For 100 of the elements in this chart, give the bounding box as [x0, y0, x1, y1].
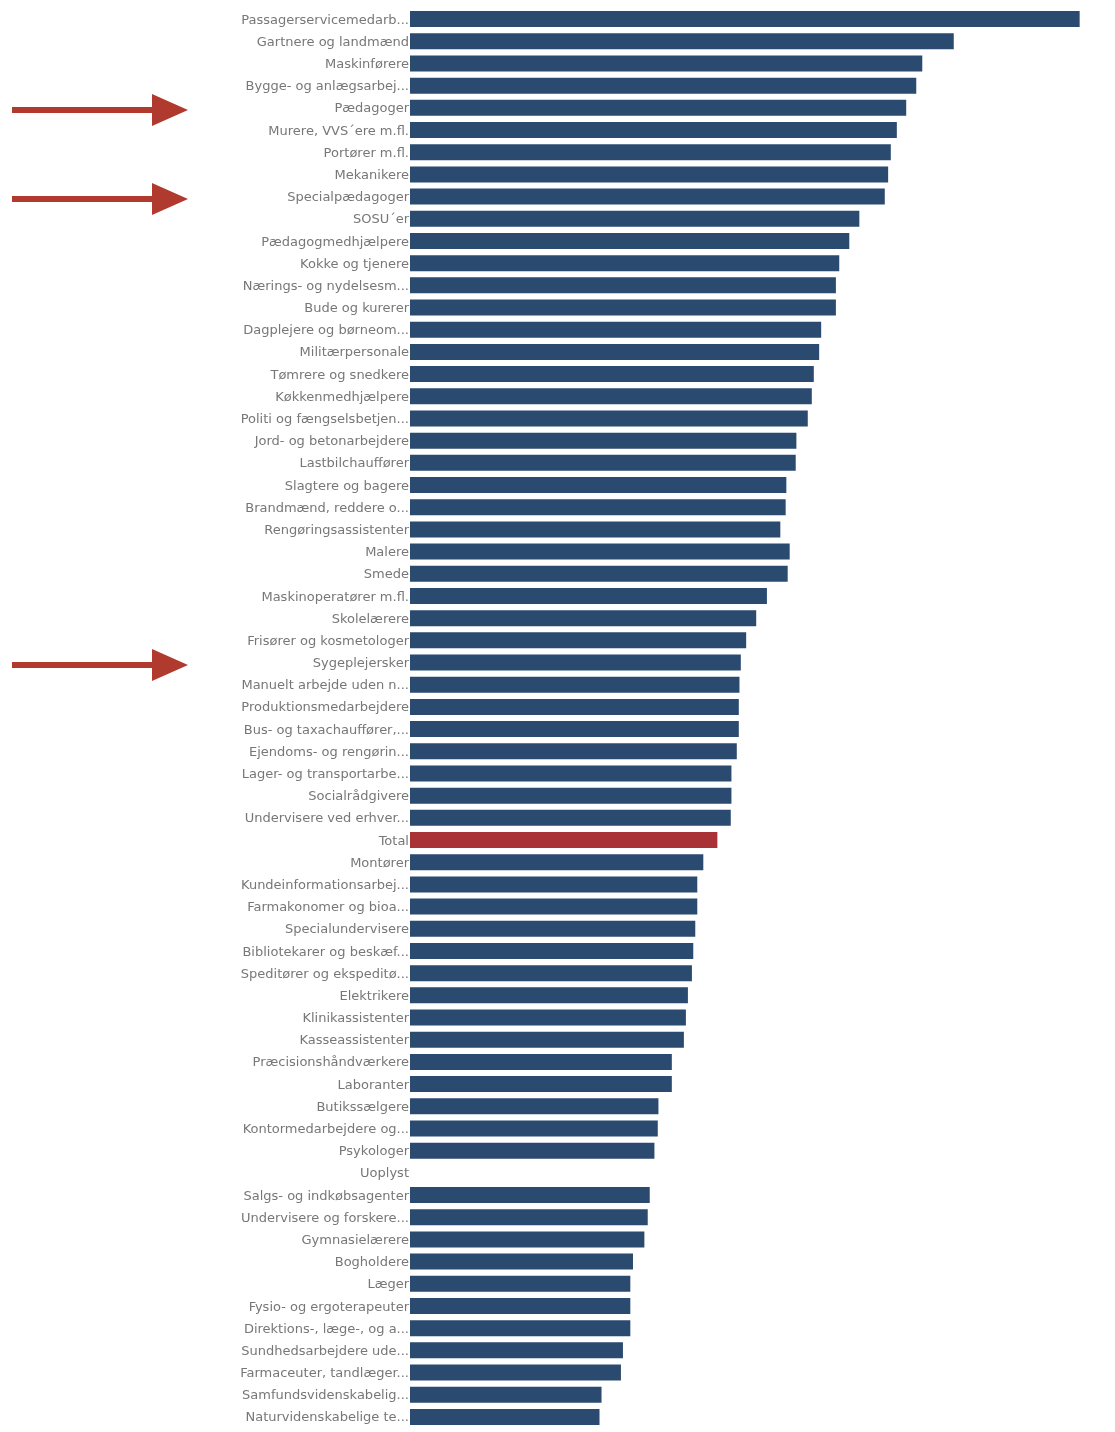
- bar: [410, 1253, 633, 1270]
- bar: [410, 854, 704, 871]
- y-tick-label: Dagplejere og børneom...: [243, 322, 409, 338]
- y-tick-label: Præcisionshåndværkere: [252, 1054, 409, 1070]
- y-tick-label: Montører: [350, 854, 410, 870]
- bar: [410, 55, 923, 72]
- bar: [410, 1320, 631, 1337]
- y-tick-label: Produktionsmedarbejdere: [241, 699, 409, 715]
- bar: [410, 543, 790, 560]
- y-tick-label: Uoplyst: [360, 1165, 409, 1181]
- y-tick-label: Murere, VVS´ere m.fl.: [268, 122, 409, 138]
- bar: [410, 965, 692, 982]
- y-tick-label: Politi og fængselsbetjen...: [240, 411, 409, 427]
- bar: [410, 166, 889, 183]
- bar: [410, 1142, 655, 1159]
- bar: [410, 499, 786, 516]
- y-tick-label: Klinikassistenter: [302, 1010, 410, 1026]
- y-tick-label: Bogholdere: [334, 1254, 409, 1270]
- bar: [410, 1076, 672, 1093]
- bar: [410, 721, 739, 738]
- y-tick-label: Brandmænd, reddere o...: [245, 499, 409, 515]
- bar: [410, 1098, 659, 1115]
- y-tick-label: Direktions-, læge-, og a...: [243, 1320, 409, 1336]
- y-tick-label: Passagerservicemedarb...: [241, 11, 409, 27]
- y-tick-label: Farmakonomer og bioa...: [247, 899, 409, 915]
- y-tick-label: Malere: [365, 544, 409, 560]
- bar: [410, 920, 696, 937]
- y-tick-label: Lastbilchauffører: [299, 455, 410, 471]
- bar: [410, 432, 797, 449]
- y-tick-label: Laboranter: [337, 1076, 410, 1092]
- bar: [410, 743, 737, 760]
- y-tick-label: Specialpædagoger: [287, 189, 410, 205]
- bar: [410, 832, 718, 849]
- y-tick-label: Specialundervisere: [284, 921, 409, 937]
- y-tick-label: Butikssælgere: [316, 1098, 409, 1114]
- bar: [410, 876, 698, 893]
- bar: [410, 987, 688, 1004]
- bar: [410, 454, 796, 471]
- y-tick-label: Bus- og taxachauffører,...: [243, 721, 409, 737]
- bar: [410, 787, 732, 804]
- bar: [410, 388, 812, 405]
- bar: [410, 654, 741, 671]
- bar: [410, 632, 747, 649]
- y-tick-label: Kasseassistenter: [299, 1032, 410, 1048]
- y-tick-label: Salgs- og indkøbsagenter: [243, 1187, 410, 1203]
- y-tick-label: Manuelt arbejde uden n...: [241, 677, 409, 693]
- bar: [410, 898, 698, 915]
- y-tick-label: Maskinoperatører m.fl.: [261, 588, 409, 604]
- y-tick-label: Slagtere og bagere: [284, 477, 409, 493]
- y-tick-label: Militærpersonale: [299, 344, 409, 360]
- bar: [410, 698, 739, 715]
- bar: [410, 99, 907, 116]
- y-tick-label: Læger: [367, 1276, 410, 1292]
- bar: [410, 587, 767, 604]
- bar: [410, 1231, 645, 1248]
- bar: [410, 477, 787, 494]
- y-tick-label: Frisører og kosmetologer: [247, 632, 410, 648]
- bar: [410, 11, 1080, 28]
- y-tick-label: Pædagogmedhjælpere: [261, 233, 409, 249]
- y-tick-label: Undervisere ved erhver...: [244, 810, 409, 826]
- bar: [410, 1053, 672, 1070]
- bar: [410, 255, 840, 272]
- y-tick-label: Gartnere og landmænd: [256, 33, 409, 49]
- y-tick-label: Smede: [363, 566, 409, 582]
- y-tick-label: Elektrikere: [339, 987, 409, 1003]
- y-tick-label: Portører m.fl.: [323, 144, 409, 160]
- y-tick-label: Speditører og ekspeditø...: [240, 965, 409, 981]
- y-tick-label: Fysio- og ergoterapeuter: [248, 1298, 410, 1314]
- bar: [410, 942, 694, 959]
- bar: [410, 277, 836, 294]
- y-tick-label: Farmaceuter, tandlæger...: [240, 1365, 409, 1381]
- y-tick-label: Socialrådgivere: [308, 788, 409, 804]
- y-tick-label: Total: [377, 832, 409, 848]
- y-tick-label: Pædagoger: [334, 100, 410, 116]
- bar: [410, 1275, 631, 1292]
- y-tick-label: Kontormedarbejdere og...: [242, 1121, 409, 1137]
- bar: [410, 1187, 650, 1204]
- bar: [410, 765, 732, 782]
- y-tick-label: Jord- og betonarbejdere: [253, 433, 409, 449]
- bar: [410, 610, 757, 627]
- bar: [410, 1120, 658, 1137]
- bar: [410, 77, 917, 94]
- bar: [410, 321, 822, 338]
- bar: [410, 1386, 602, 1403]
- y-tick-label: Sygeplejersker: [312, 655, 410, 671]
- bar: [410, 122, 897, 139]
- bar: [410, 1009, 686, 1026]
- y-tick-label: Kundeinformationsarbej...: [241, 876, 409, 892]
- y-tick-label: Bude og kurerer: [304, 300, 410, 316]
- bar: [410, 676, 740, 693]
- bar: [410, 1031, 684, 1048]
- y-tick-label: Psykologer: [338, 1143, 410, 1159]
- bar: [410, 1364, 621, 1381]
- y-tick-label: Undervisere og forskere...: [240, 1209, 409, 1225]
- bar: [410, 410, 808, 427]
- y-tick-label: Gymnasielærere: [301, 1231, 409, 1247]
- bar: [410, 232, 850, 249]
- y-tick-label: SOSU´er: [352, 211, 410, 227]
- bar: [410, 1209, 648, 1226]
- y-tick-label: Rengøringsassistenter: [264, 521, 410, 537]
